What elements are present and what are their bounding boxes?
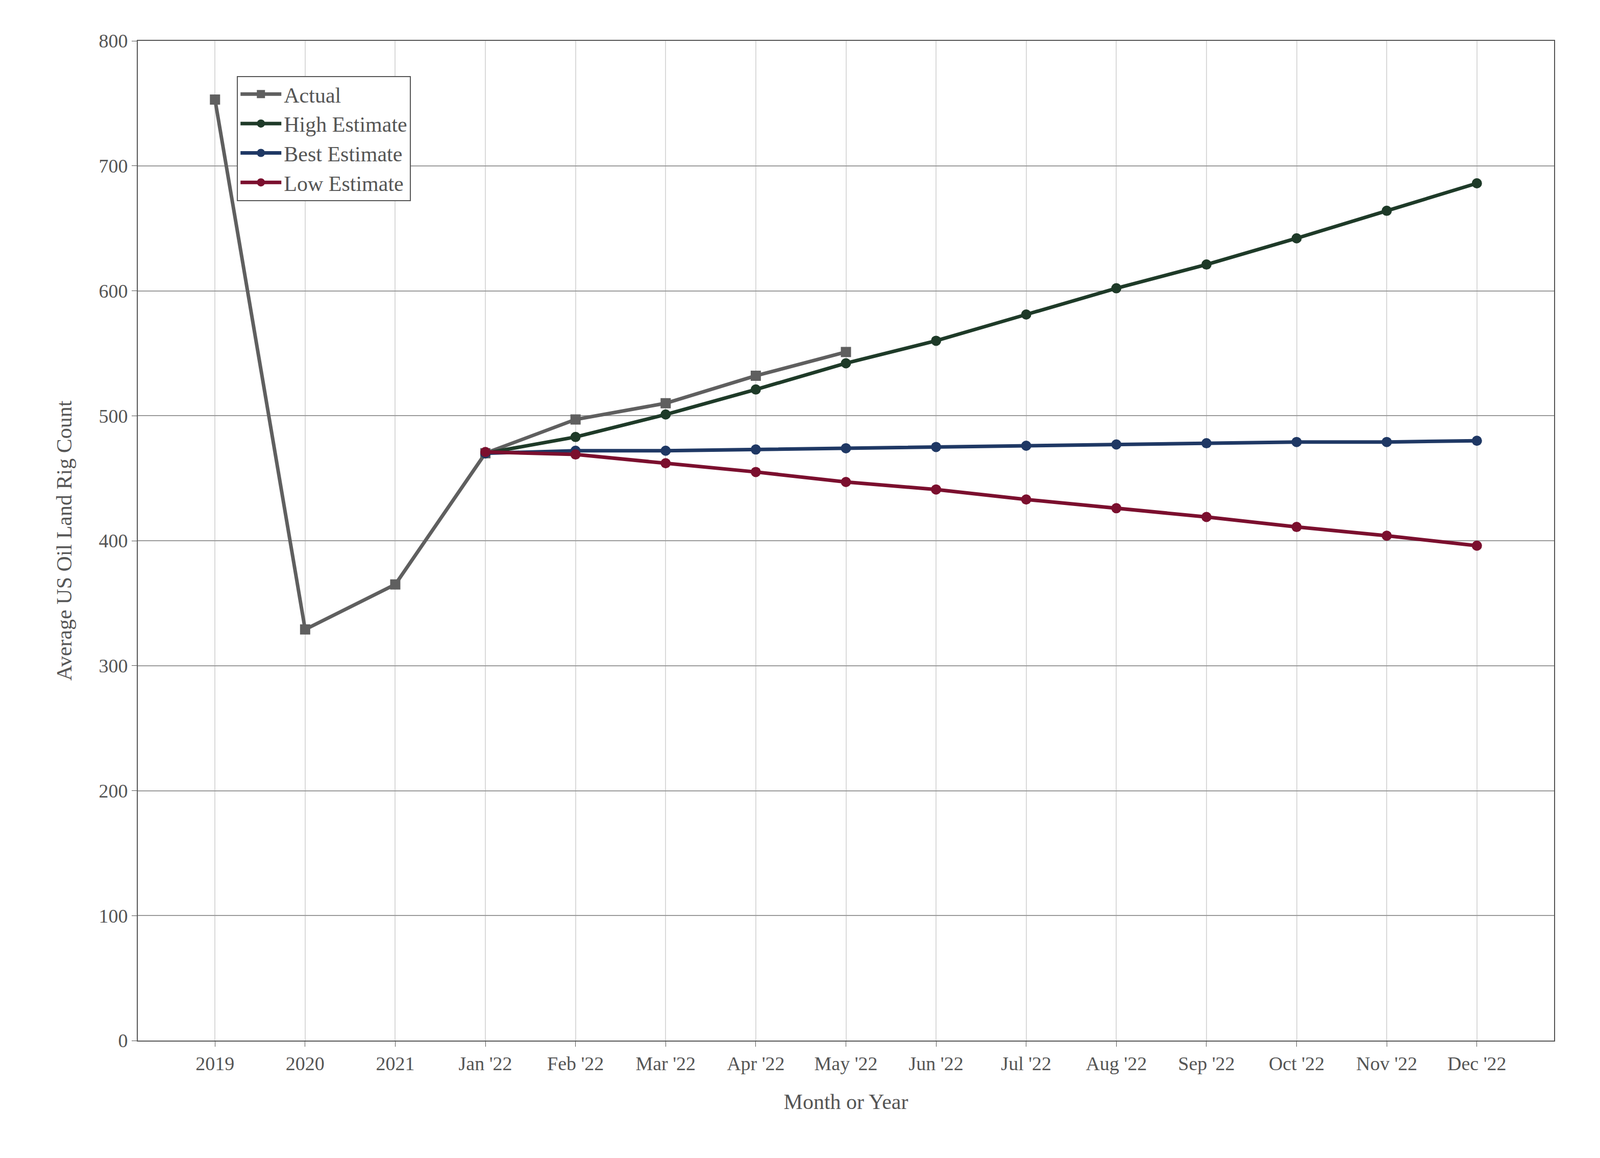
svg-text:Low Estimate: Low Estimate <box>283 171 404 196</box>
svg-text:High Estimate: High Estimate <box>283 112 407 137</box>
svg-text:500: 500 <box>98 405 128 427</box>
svg-text:May '22: May '22 <box>814 1052 878 1074</box>
svg-text:2019: 2019 <box>195 1052 235 1074</box>
svg-text:100: 100 <box>98 904 128 927</box>
svg-text:400: 400 <box>98 529 128 552</box>
svg-text:Jun '22: Jun '22 <box>908 1052 964 1074</box>
svg-text:Aug '22: Aug '22 <box>1085 1052 1147 1074</box>
svg-text:2020: 2020 <box>285 1052 325 1074</box>
svg-text:Jan '22: Jan '22 <box>458 1052 513 1074</box>
svg-text:Apr '22: Apr '22 <box>726 1052 785 1074</box>
svg-text:Best Estimate: Best Estimate <box>283 142 403 166</box>
svg-text:800: 800 <box>98 30 128 52</box>
svg-text:600: 600 <box>98 280 128 302</box>
svg-text:700: 700 <box>98 155 128 177</box>
svg-text:Oct '22: Oct '22 <box>1268 1052 1325 1074</box>
svg-text:300: 300 <box>98 654 128 677</box>
svg-text:2021: 2021 <box>375 1052 415 1074</box>
svg-text:200: 200 <box>98 779 128 802</box>
svg-text:Dec '22: Dec '22 <box>1447 1052 1507 1074</box>
svg-text:Actual: Actual <box>283 83 341 108</box>
svg-text:Feb '22: Feb '22 <box>547 1052 604 1074</box>
svg-text:Nov '22: Nov '22 <box>1356 1052 1418 1074</box>
svg-text:Average US Oil Land Rig Count: Average US Oil Land Rig Count <box>52 400 77 681</box>
svg-text:Jul '22: Jul '22 <box>1000 1052 1052 1074</box>
svg-text:Mar '22: Mar '22 <box>635 1052 696 1074</box>
svg-text:Sep '22: Sep '22 <box>1177 1052 1235 1074</box>
svg-text:Month or Year: Month or Year <box>783 1089 909 1114</box>
svg-text:0: 0 <box>117 1029 128 1051</box>
